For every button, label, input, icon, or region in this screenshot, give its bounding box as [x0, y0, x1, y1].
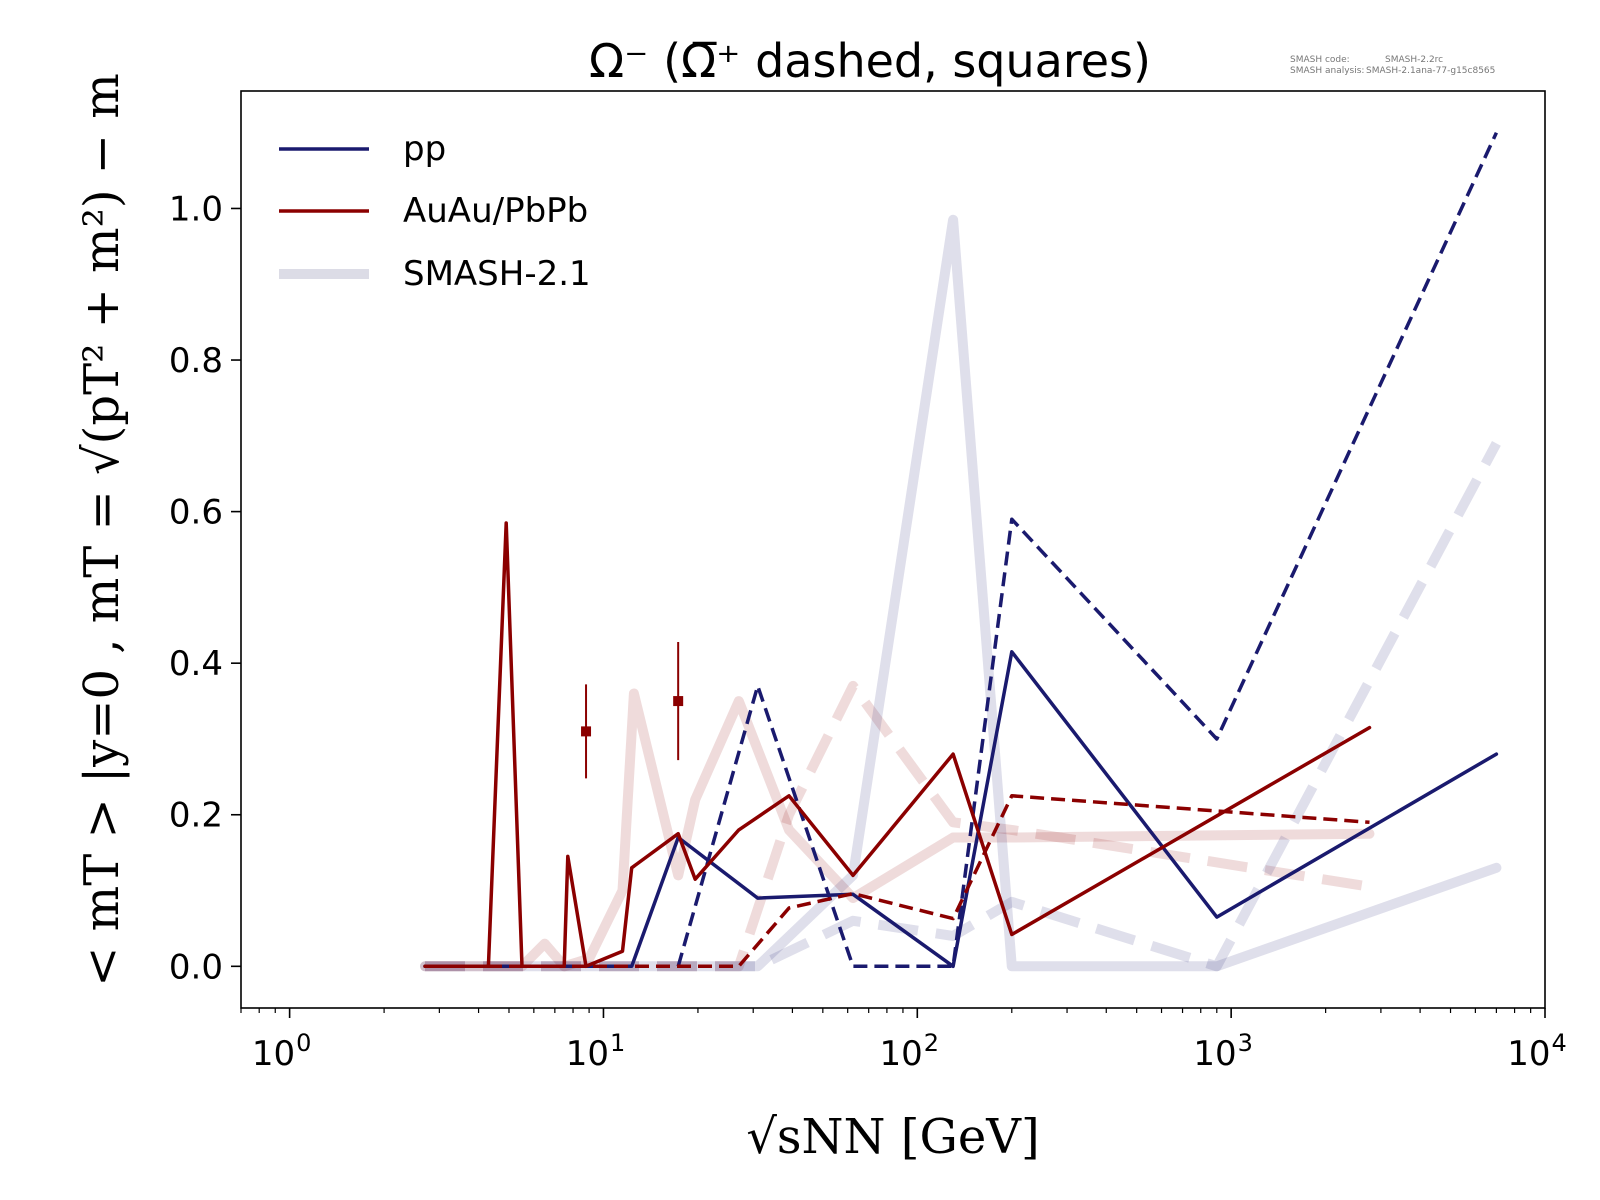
series-aa-dashed [425, 794, 1370, 969]
measurement-point-0 [581, 726, 592, 737]
chart-title: Ω⁻ (Ω̅⁺ dashed, squares) [589, 34, 1151, 88]
y-tick-label: 0.2 [169, 796, 223, 836]
y-tick-label: 0.8 [169, 341, 223, 381]
x-tick-exponent: 0 [296, 1029, 311, 1057]
x-axis-label: √sNN [GeV] [746, 1109, 1039, 1165]
series-pp-solid [423, 650, 1499, 969]
series-ref-pp-solid [420, 214, 1502, 972]
legend: pp AuAu/PbPb SMASH-2.1 [279, 129, 591, 294]
x-tick-label: 104 [1507, 1029, 1567, 1074]
x-tick-exponent: 2 [924, 1029, 939, 1057]
x-tick-label: 103 [1193, 1029, 1253, 1074]
y-tick-label: 0.0 [169, 947, 223, 987]
measurement-point-1 [673, 696, 684, 707]
y-tick-label: 0.6 [169, 493, 223, 533]
y-tick-label: 1.0 [169, 189, 223, 229]
y-axis-label: < mT > |y=0 , mT = √(pT² + m²) − m [74, 73, 130, 987]
legend-label-pp: pp [403, 129, 446, 169]
series-layer [420, 131, 1502, 972]
x-tick-label: 102 [880, 1029, 940, 1074]
plot-frame [240, 90, 1546, 1009]
series-ref-pp-dashed [425, 441, 1501, 972]
legend-label-smash: SMASH-2.1 [403, 254, 591, 294]
y-axis-ticks: 0.0 0.2 0.4 0.6 0.8 1.0 [169, 189, 241, 987]
x-tick-label: 101 [566, 1029, 626, 1074]
version-code-label: SMASH code: [1290, 55, 1350, 65]
measurement-layer [581, 641, 684, 779]
series-ref-aa-solid [420, 688, 1375, 972]
x-axis-ticks: 100 101 102 103 104 [240, 1008, 1567, 1074]
x-tick-exponent: 4 [1551, 1029, 1566, 1057]
series-aa-solid [423, 521, 1372, 969]
version-info: SMASH code: SMASH-2.2rc SMASH analysis: … [1290, 55, 1495, 76]
x-tick-label: 100 [252, 1029, 312, 1074]
x-tick-exponent: 1 [610, 1029, 625, 1057]
x-tick-exponent: 3 [1238, 1029, 1253, 1057]
version-code-value: SMASH-2.2rc [1385, 55, 1443, 65]
version-analysis-value: SMASH-2.1ana-77-g15c8565 [1366, 66, 1495, 76]
series-ref-aa-dashed [425, 680, 1371, 972]
legend-label-auau-pbpb: AuAu/PbPb [403, 191, 588, 231]
series-pp-dashed [676, 131, 1498, 969]
version-analysis-label: SMASH analysis: [1290, 66, 1364, 76]
y-tick-label: 0.4 [169, 644, 223, 684]
